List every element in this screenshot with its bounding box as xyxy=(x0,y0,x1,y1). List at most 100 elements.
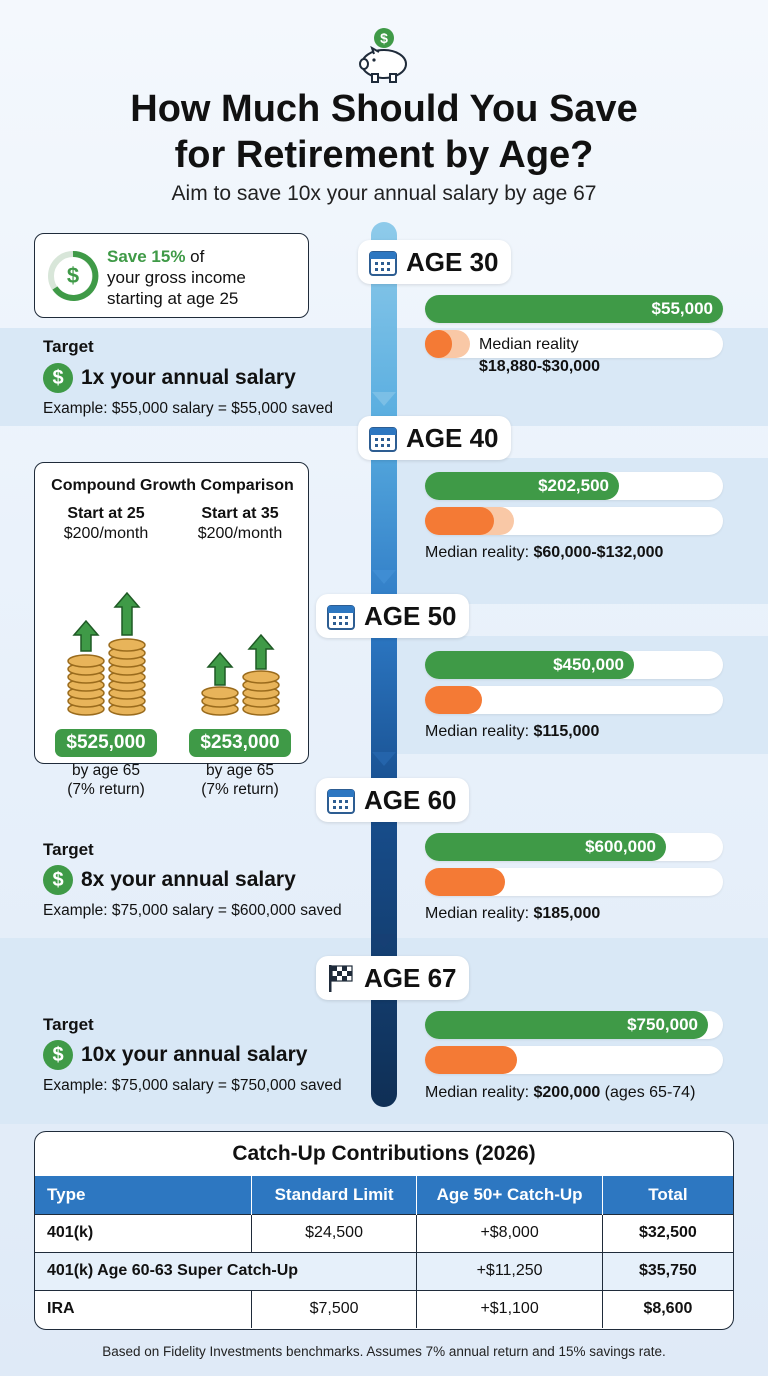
cell-total: $8,600 xyxy=(602,1289,733,1328)
median-bar-low-30 xyxy=(425,330,452,358)
median-suffix: (ages 65-74) xyxy=(600,1084,696,1101)
target-bar-60: $600,000 xyxy=(425,833,666,861)
cell-total: $32,500 xyxy=(602,1213,733,1252)
target-bar-50: $450,000 xyxy=(425,651,634,679)
target-bar-67: $750,000 xyxy=(425,1011,708,1039)
svg-text:$: $ xyxy=(380,30,388,46)
median-value-30: $18,880-$30,000 xyxy=(479,358,600,375)
save-line2: your gross income xyxy=(107,268,246,287)
age-text: AGE 50 xyxy=(364,600,457,631)
target-bar-track-30: $55,000 xyxy=(425,295,723,323)
target-example: Example: $75,000 salary = $600,000 saved xyxy=(43,902,342,919)
calendar-icon xyxy=(327,605,355,630)
compound-sub: $200/month xyxy=(197,525,283,542)
age-label-50: AGE 50 xyxy=(316,594,469,638)
median-value: $60,000-$132,000 xyxy=(533,544,664,561)
coin-stack-small-icon xyxy=(201,633,280,716)
target-bar-track-60: $600,000 xyxy=(425,833,723,861)
age-label-60: AGE 60 xyxy=(316,778,469,822)
cell-type: IRA xyxy=(35,1289,252,1328)
target-example: Example: $75,000 salary = $750,000 saved xyxy=(43,1077,342,1094)
median-text-40: Median reality: $60,000-$132,000 xyxy=(425,544,663,562)
compound-amount: $525,000 xyxy=(55,729,157,757)
table-row: 401(k) Age 60-63 Super Catch-Up +$11,250… xyxy=(35,1251,733,1290)
dollar-coin-icon: $ xyxy=(43,363,73,393)
cell-catchup: +$1,100 xyxy=(416,1289,603,1328)
target-text: 1x your annual salary xyxy=(81,366,296,389)
cell-standard: $24,500 xyxy=(251,1213,418,1252)
coin-stack-large-icon xyxy=(67,591,146,716)
target-text: 8x your annual salary xyxy=(81,868,296,891)
col-header-type: Type xyxy=(35,1176,252,1214)
target-bar-40: $202,500 xyxy=(425,472,619,500)
catch-up-table-card: Catch-Up Contributions (2026) Type Stand… xyxy=(34,1131,734,1330)
compound-foot: (7% return) xyxy=(201,781,279,798)
median-bar-track-60 xyxy=(425,868,723,896)
target-example: Example: $55,000 salary = $55,000 saved xyxy=(43,400,333,417)
timeline-arrow xyxy=(372,392,396,406)
compound-head: Start at 35 xyxy=(201,505,279,522)
median-text-60: Median reality: $185,000 xyxy=(425,905,600,923)
compound-head: Start at 25 xyxy=(67,505,145,522)
col-header-total: Total xyxy=(602,1176,733,1214)
target-text: 10x your annual salary xyxy=(81,1043,308,1066)
median-label: Median reality: xyxy=(425,723,534,740)
table-row: 401(k) $24,500 +$8,000 $32,500 xyxy=(35,1213,733,1252)
median-bar-track-67 xyxy=(425,1046,723,1074)
age-label-30: AGE 30 xyxy=(358,240,511,284)
cell-type: 401(k) xyxy=(35,1213,252,1252)
dollar-coin-icon: $ xyxy=(43,1040,73,1070)
median-text-67: Median reality: $200,000 (ages 65-74) xyxy=(425,1084,695,1102)
age-text: AGE 67 xyxy=(364,962,457,993)
dollar-ring-icon: $ xyxy=(48,250,99,301)
compound-foot: by age 65 xyxy=(205,762,275,779)
calendar-icon xyxy=(327,789,355,814)
median-bar-50 xyxy=(425,686,482,714)
compound-sub: $200/month xyxy=(63,525,149,542)
median-value: $200,000 xyxy=(533,1084,601,1101)
save-tip-card: $ Save 15% of your gross income starting… xyxy=(34,233,309,318)
target-label: Target xyxy=(43,1015,94,1034)
cell-catchup: +$8,000 xyxy=(416,1213,603,1252)
median-bar-low-40 xyxy=(425,507,494,535)
median-bar-67 xyxy=(425,1046,517,1074)
compound-foot: (7% return) xyxy=(67,781,145,798)
median-bar-track-40 xyxy=(425,507,723,535)
median-label: Median reality: xyxy=(425,1084,534,1101)
cell-type: 401(k) Age 60-63 Super Catch-Up xyxy=(35,1251,418,1290)
compound-growth-card: Compound Growth Comparison Start at 25 $… xyxy=(34,462,309,798)
page-subtitle: Aim to save 10x your annual salary by ag… xyxy=(171,182,597,205)
page-title: How Much Should You Save for Retirement … xyxy=(130,88,638,176)
target-bar-track-67: $750,000 xyxy=(425,1011,723,1039)
footnote: Based on Fidelity Investments benchmarks… xyxy=(102,1344,666,1359)
save-highlight: Save 15% xyxy=(107,247,186,266)
age-text: AGE 30 xyxy=(406,246,499,277)
piggy-bank-icon: $ xyxy=(359,28,407,83)
col-header-catchup: Age 50+ Catch-Up xyxy=(416,1176,603,1214)
cell-total: $35,750 xyxy=(602,1251,733,1290)
median-bar-track-50 xyxy=(425,686,723,714)
checkered-flag-icon xyxy=(329,965,353,992)
target-bar-track-50: $450,000 xyxy=(425,651,723,679)
compound-title: Compound Growth Comparison xyxy=(51,477,294,494)
median-bar-track-30 xyxy=(425,330,723,358)
median-value: $115,000 xyxy=(533,723,600,740)
cell-standard: $7,500 xyxy=(251,1289,418,1328)
median-label: Median reality: xyxy=(425,905,534,922)
save-text-after: of xyxy=(185,247,205,266)
compound-column: Start at 35 $200/month $253,000 by age 6… xyxy=(175,505,305,798)
compound-column: Start at 25 $200/month $525,000 by age 6… xyxy=(41,505,171,798)
col-header-standard: Standard Limit xyxy=(251,1176,418,1214)
catch-up-title: Catch-Up Contributions (2026) xyxy=(232,1142,536,1165)
target-line: $ 1x your annual salary xyxy=(43,363,296,393)
median-bar-60 xyxy=(425,868,505,896)
age-label-40: AGE 40 xyxy=(358,416,511,460)
target-bar-track-40: $202,500 xyxy=(425,472,723,500)
median-text-50: Median reality: $115,000 xyxy=(425,723,599,741)
median-label-30: Median reality xyxy=(479,336,579,353)
target-label: Target xyxy=(43,337,94,356)
target-line: $ 8x your annual salary xyxy=(43,865,296,895)
table-row: IRA $7,500 +$1,100 $8,600 xyxy=(35,1289,733,1328)
catch-up-table: Type Standard Limit Age 50+ Catch-Up Tot… xyxy=(35,1176,733,1328)
calendar-icon xyxy=(369,427,397,452)
